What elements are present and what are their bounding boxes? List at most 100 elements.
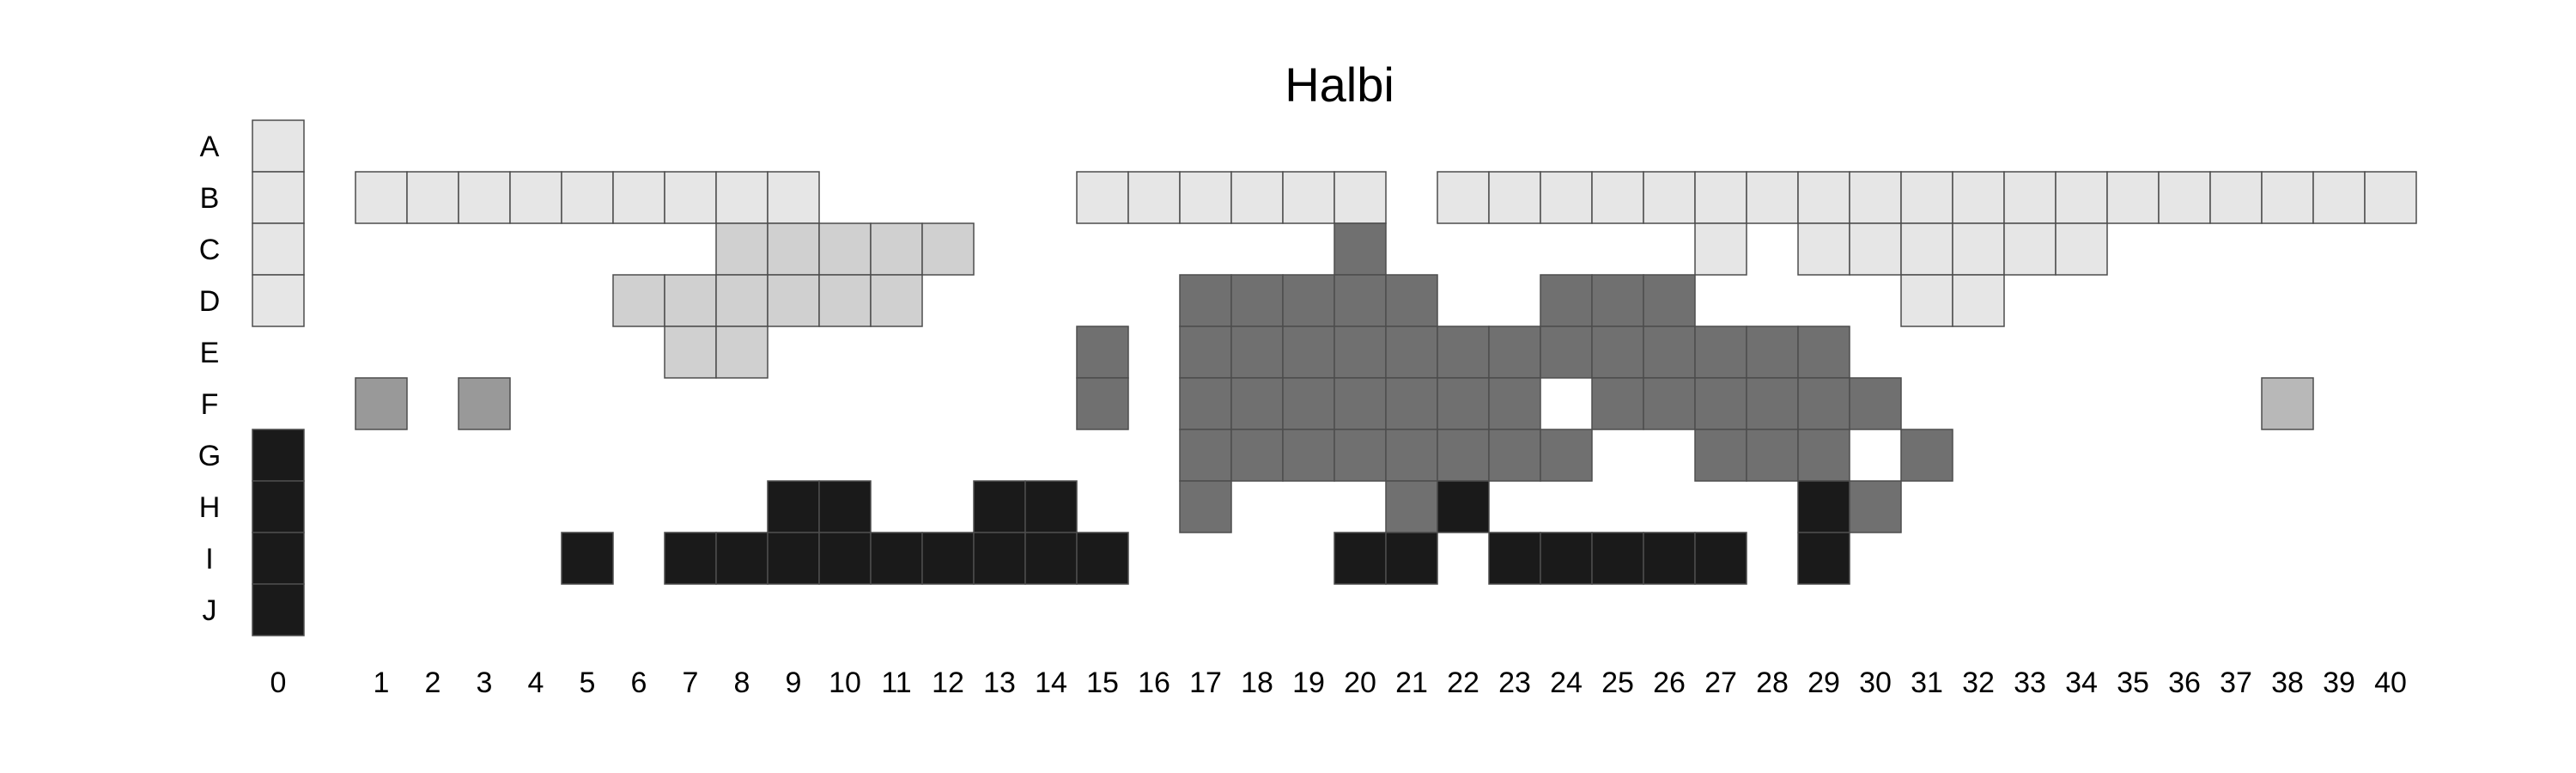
column-label-16: 16 [1138, 666, 1170, 699]
heatmap-cell-E-21 [1385, 326, 1438, 379]
heatmap-cell-C-30 [1849, 222, 1902, 276]
heatmap-cell-E-24 [1540, 326, 1593, 379]
heatmap-cell-I-24 [1540, 532, 1593, 585]
heatmap-cell-C-27 [1694, 222, 1747, 276]
column-label-2: 2 [425, 666, 441, 699]
heatmap-cell-D-7 [664, 274, 717, 327]
heatmap-cell-F-20 [1334, 377, 1387, 430]
heatmap-cell-F-28 [1746, 377, 1799, 430]
heatmap-cell-F-21 [1385, 377, 1438, 430]
heatmap-cell-F-38 [2261, 377, 2314, 430]
heatmap-cell-D-31 [1900, 274, 1953, 327]
column-label-26: 26 [1653, 666, 1686, 699]
heatmap-cell-B-40 [2364, 171, 2417, 224]
column-label-8: 8 [734, 666, 750, 699]
heatmap-cell-E-18 [1230, 326, 1284, 379]
heatmap-cell-B-8 [715, 171, 769, 224]
heatmap-cell-C-34 [2055, 222, 2108, 276]
heatmap-cell-B-19 [1282, 171, 1335, 224]
column-label-33: 33 [2014, 666, 2046, 699]
heatmap-cell-D-18 [1230, 274, 1284, 327]
heatmap-cell-G-31 [1900, 429, 1953, 482]
column-label-40: 40 [2374, 666, 2407, 699]
column-label-30: 30 [1859, 666, 1892, 699]
column-label-13: 13 [983, 666, 1016, 699]
heatmap-cell-I-10 [818, 532, 872, 585]
column-label-5: 5 [580, 666, 596, 699]
heatmap-cell-E-8 [715, 326, 769, 379]
heatmap-cell-B-33 [2003, 171, 2057, 224]
column-label-39: 39 [2323, 666, 2355, 699]
heatmap-cell-D-25 [1591, 274, 1644, 327]
heatmap-cell-B-9 [767, 171, 820, 224]
heatmap-cell-D-8 [715, 274, 769, 327]
heatmap-cell-E-29 [1797, 326, 1850, 379]
heatmap-cell-I-23 [1488, 532, 1541, 585]
heatmap-cell-B-18 [1230, 171, 1284, 224]
column-label-29: 29 [1807, 666, 1840, 699]
heatmap-cell-I-15 [1076, 532, 1129, 585]
row-label-C: C [199, 234, 221, 266]
heatmap-cell-B-35 [2106, 171, 2160, 224]
heatmap-cell-G-19 [1282, 429, 1335, 482]
heatmap-cell-H-13 [973, 480, 1026, 533]
heatmap-cell-C-0 [252, 222, 305, 276]
column-labels: 0 1 2 3 4 5 6 7 8 9 10 11 12 13 14 15 16 17 18 19 20 21 22 23 24… [270, 666, 2407, 699]
column-label-23: 23 [1498, 666, 1531, 699]
column-label-20: 20 [1344, 666, 1376, 699]
heatmap-cell-F-23 [1488, 377, 1541, 430]
row-label-I: I [205, 543, 213, 575]
heatmap-cell-B-38 [2261, 171, 2314, 224]
heatmap-cell-C-32 [1952, 222, 2005, 276]
heatmap-cell-C-8 [715, 222, 769, 276]
heatmap-cell-B-2 [406, 171, 459, 224]
heatmap-cell-C-9 [767, 222, 820, 276]
heatmap-cell-G-0 [252, 429, 305, 482]
heatmap-cell-B-27 [1694, 171, 1747, 224]
heatmap-cell-E-20 [1334, 326, 1387, 379]
heatmap-cell-B-16 [1127, 171, 1181, 224]
heatmap-cell-H-9 [767, 480, 820, 533]
column-label-6: 6 [631, 666, 647, 699]
heatmap-cell-D-20 [1334, 274, 1387, 327]
column-label-18: 18 [1241, 666, 1273, 699]
column-label-24: 24 [1550, 666, 1583, 699]
heatmap-cell-C-31 [1900, 222, 1953, 276]
heatmap-cell-C-11 [870, 222, 923, 276]
heatmap-cell-F-18 [1230, 377, 1284, 430]
row-label-B: B [200, 182, 220, 215]
heatmap-cell-F-3 [458, 377, 511, 430]
heatmap-cell-B-1 [355, 171, 408, 224]
heatmap-cell-I-26 [1643, 532, 1696, 585]
row-label-J: J [203, 594, 217, 627]
heatmap-cell-C-10 [818, 222, 872, 276]
heatmap-cell-F-22 [1437, 377, 1490, 430]
heatmap-cell-D-9 [767, 274, 820, 327]
heatmap-cell-I-7 [664, 532, 717, 585]
heatmap-cell-B-23 [1488, 171, 1541, 224]
column-label-1: 1 [374, 666, 390, 699]
row-label-G: G [198, 440, 221, 472]
heatmap-cell-I-21 [1385, 532, 1438, 585]
heatmap-cell-D-19 [1282, 274, 1335, 327]
column-label-35: 35 [2117, 666, 2149, 699]
column-label-37: 37 [2220, 666, 2252, 699]
heatmap-cell-I-9 [767, 532, 820, 585]
heatmap-cell-H-22 [1437, 480, 1490, 533]
heatmap-cell-H-17 [1179, 480, 1232, 533]
heatmap-cell-B-17 [1179, 171, 1232, 224]
column-label-3: 3 [477, 666, 493, 699]
heatmap-cell-B-25 [1591, 171, 1644, 224]
heatmap-cell-C-20 [1334, 222, 1387, 276]
heatmap-cell-I-8 [715, 532, 769, 585]
heatmap-cell-D-17 [1179, 274, 1232, 327]
heatmap-cell-B-30 [1849, 171, 1902, 224]
heatmap-cell-E-15 [1076, 326, 1129, 379]
heatmap-cell-B-32 [1952, 171, 2005, 224]
heatmap-cell-G-17 [1179, 429, 1232, 482]
column-label-31: 31 [1911, 666, 1943, 699]
heatmap-cell-B-3 [458, 171, 511, 224]
heatmap-cell-E-27 [1694, 326, 1747, 379]
